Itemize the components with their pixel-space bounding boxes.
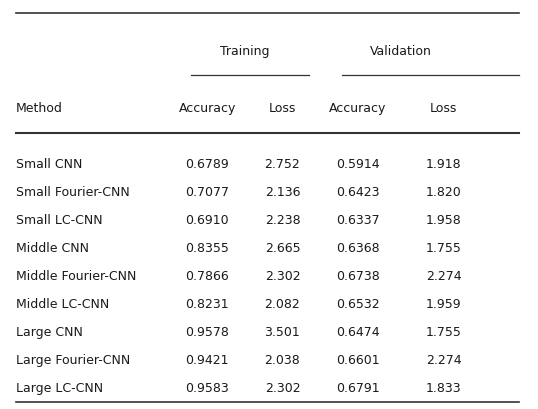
Text: 2.136: 2.136 xyxy=(265,185,300,198)
Text: 0.6423: 0.6423 xyxy=(336,185,379,198)
Text: Training: Training xyxy=(220,45,270,58)
Text: 0.5914: 0.5914 xyxy=(336,157,380,170)
Text: 0.9583: 0.9583 xyxy=(185,381,229,394)
Text: Large Fourier-CNN: Large Fourier-CNN xyxy=(16,353,130,366)
Text: Loss: Loss xyxy=(269,102,296,115)
Text: 0.6738: 0.6738 xyxy=(336,269,380,282)
Text: Middle LC-CNN: Middle LC-CNN xyxy=(16,297,109,310)
Text: Large LC-CNN: Large LC-CNN xyxy=(16,381,103,394)
Text: 2.752: 2.752 xyxy=(265,157,300,170)
Text: Method: Method xyxy=(16,102,63,115)
Text: 0.8231: 0.8231 xyxy=(185,297,229,310)
Text: 0.6791: 0.6791 xyxy=(336,381,380,394)
Text: 2.274: 2.274 xyxy=(426,353,462,366)
Text: Accuracy: Accuracy xyxy=(179,102,236,115)
Text: Small CNN: Small CNN xyxy=(16,157,82,170)
Text: 0.9578: 0.9578 xyxy=(185,325,229,338)
Text: 2.302: 2.302 xyxy=(265,269,300,282)
Text: Large CNN: Large CNN xyxy=(16,325,83,338)
Text: 3.501: 3.501 xyxy=(265,325,300,338)
Text: Accuracy: Accuracy xyxy=(329,102,386,115)
Text: 2.082: 2.082 xyxy=(265,297,300,310)
Text: 0.6789: 0.6789 xyxy=(185,157,229,170)
Text: 1.755: 1.755 xyxy=(426,241,462,254)
Text: 1.820: 1.820 xyxy=(426,185,462,198)
Text: 1.755: 1.755 xyxy=(426,325,462,338)
Text: Validation: Validation xyxy=(370,45,432,58)
Text: Small LC-CNN: Small LC-CNN xyxy=(16,213,103,226)
Text: 0.6910: 0.6910 xyxy=(185,213,229,226)
Text: Loss: Loss xyxy=(430,102,457,115)
Text: 0.7077: 0.7077 xyxy=(185,185,229,198)
Text: 0.8355: 0.8355 xyxy=(185,241,229,254)
Text: 0.6337: 0.6337 xyxy=(336,213,380,226)
Text: 0.6532: 0.6532 xyxy=(336,297,380,310)
Text: 2.238: 2.238 xyxy=(265,213,300,226)
Text: 0.6474: 0.6474 xyxy=(336,325,380,338)
Text: 2.274: 2.274 xyxy=(426,269,462,282)
Text: 2.302: 2.302 xyxy=(265,381,300,394)
Text: 1.958: 1.958 xyxy=(426,213,462,226)
Text: 0.6368: 0.6368 xyxy=(336,241,380,254)
Text: Middle Fourier-CNN: Middle Fourier-CNN xyxy=(16,269,137,282)
Text: 0.6601: 0.6601 xyxy=(336,353,380,366)
Text: 0.9421: 0.9421 xyxy=(186,353,229,366)
Text: Middle CNN: Middle CNN xyxy=(16,241,89,254)
Text: 1.959: 1.959 xyxy=(426,297,462,310)
Text: 0.7866: 0.7866 xyxy=(185,269,229,282)
Text: 1.833: 1.833 xyxy=(426,381,462,394)
Text: 1.918: 1.918 xyxy=(426,157,462,170)
Text: 2.038: 2.038 xyxy=(265,353,300,366)
Text: 2.665: 2.665 xyxy=(265,241,300,254)
Text: Small Fourier-CNN: Small Fourier-CNN xyxy=(16,185,130,198)
